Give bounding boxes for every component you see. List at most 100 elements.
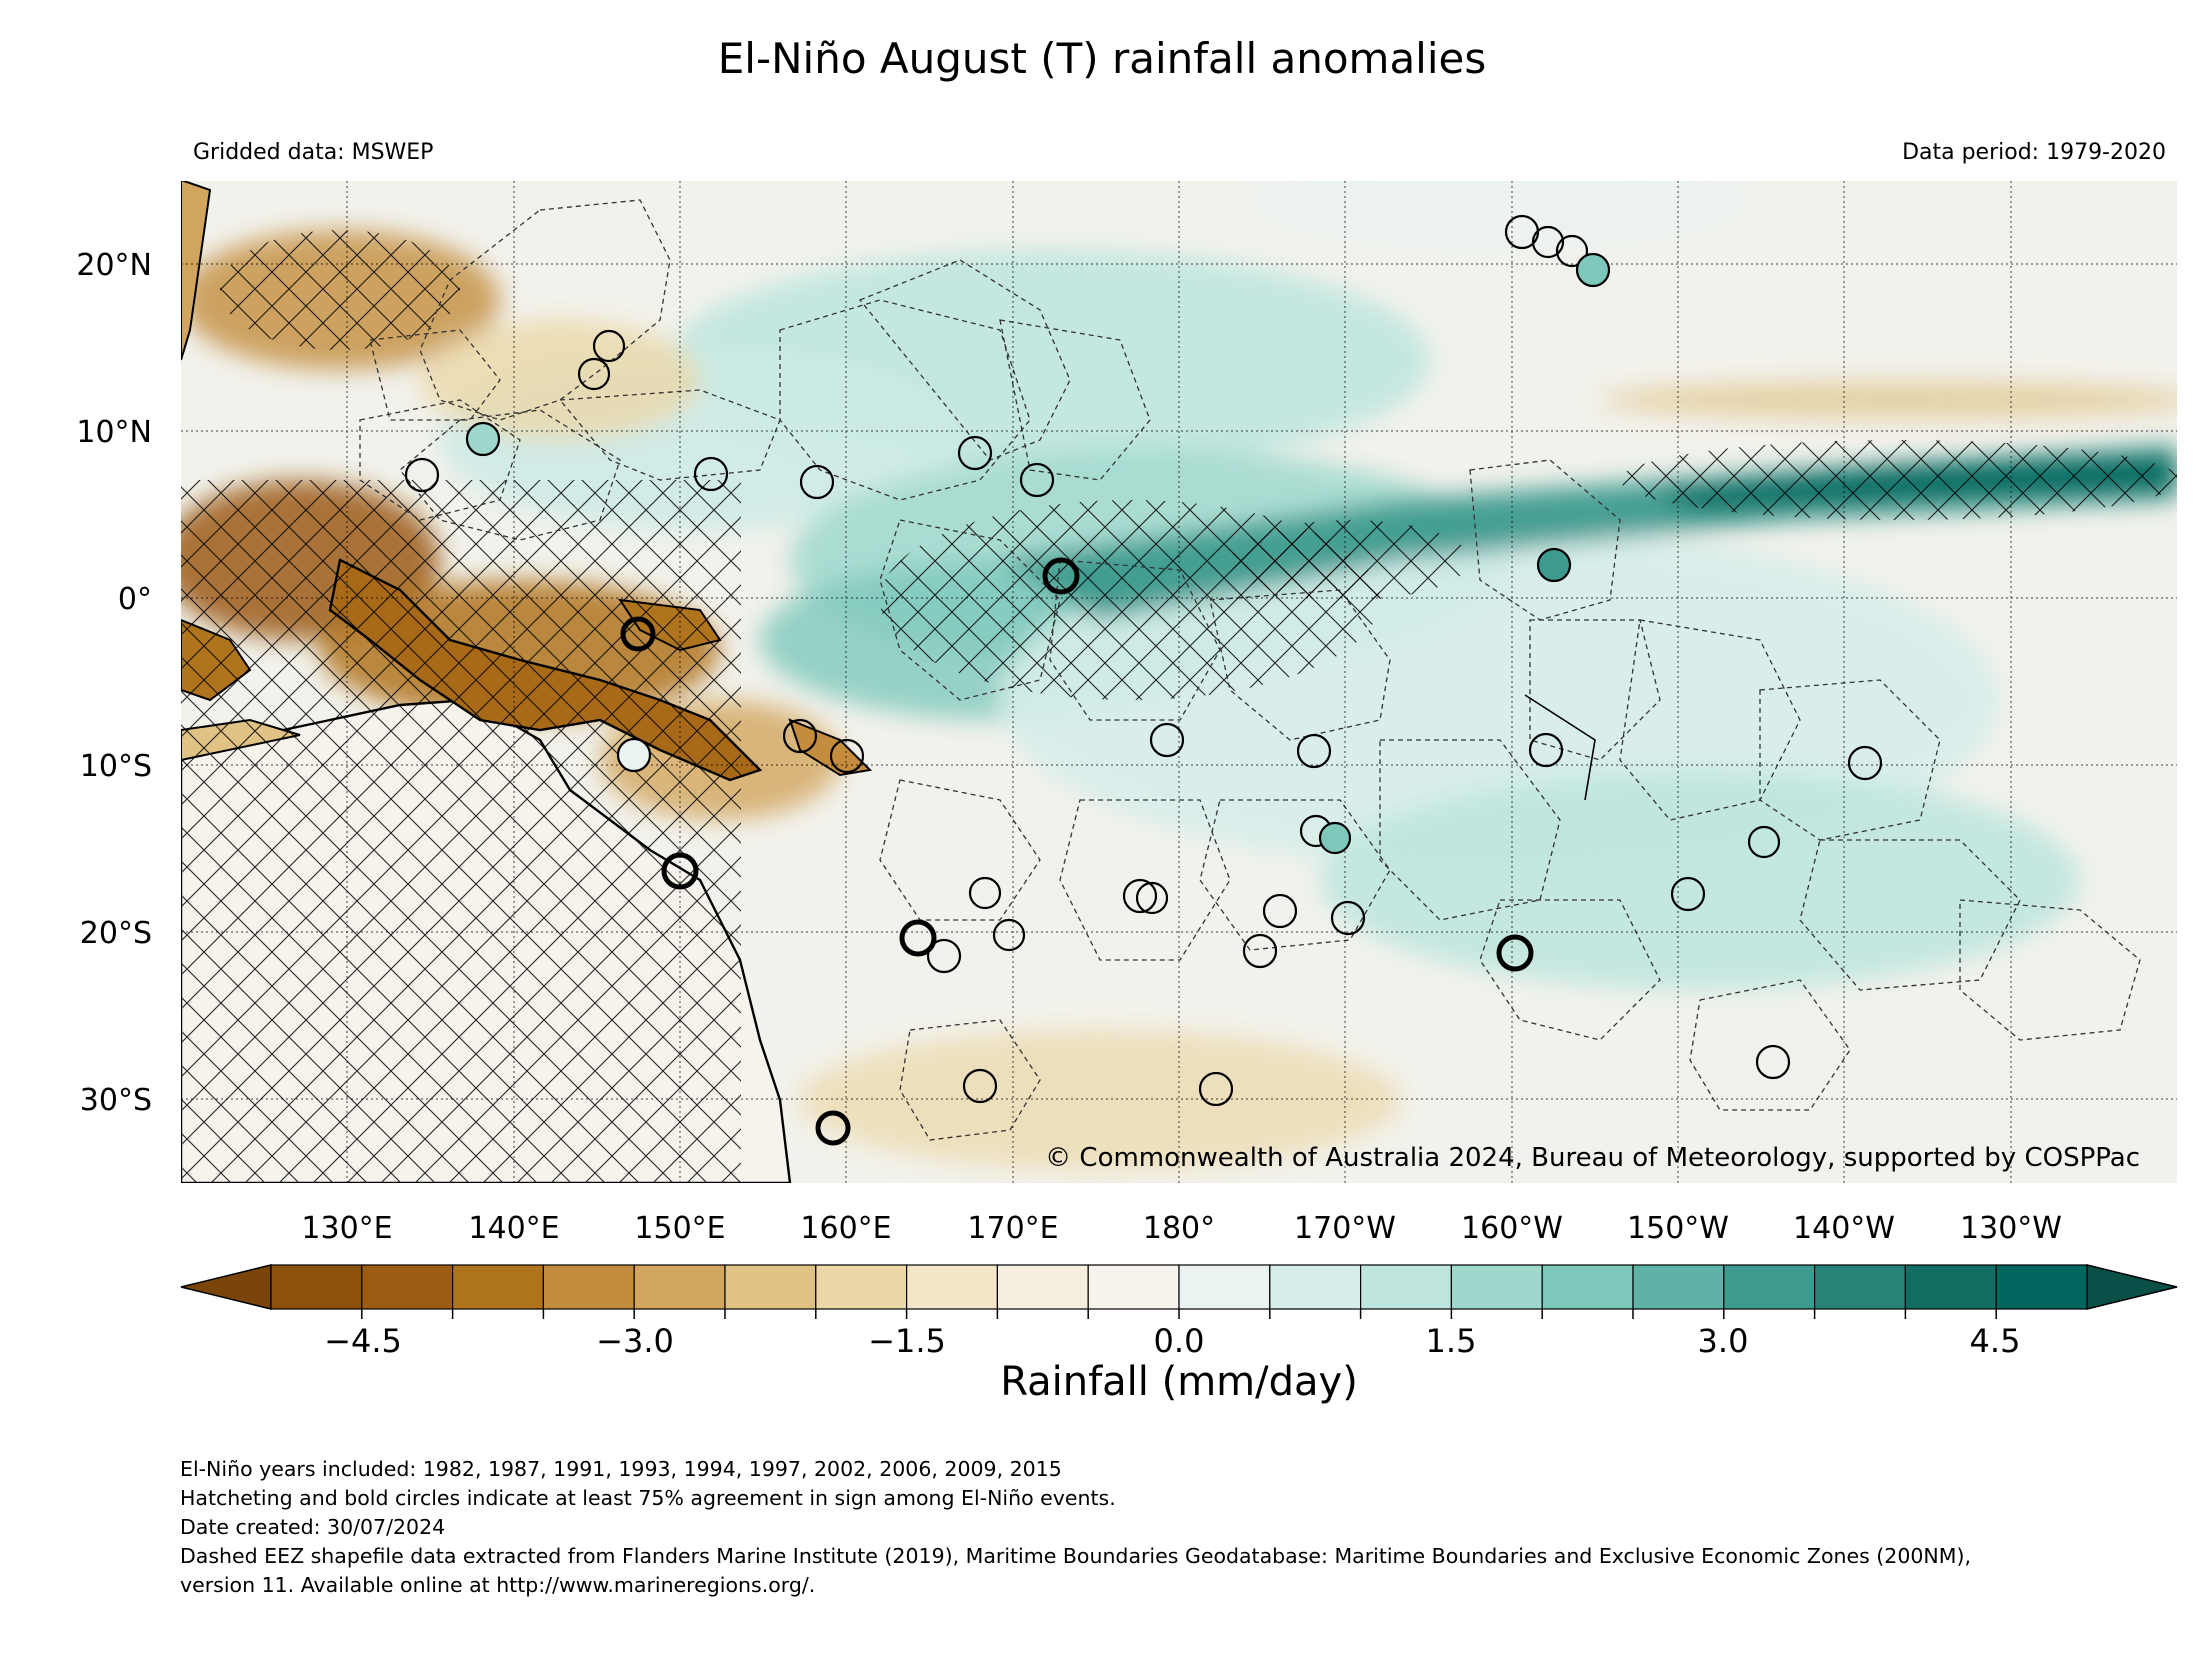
island-circle bbox=[962, 1068, 998, 1104]
island-circle bbox=[1318, 821, 1352, 855]
island-circle bbox=[1019, 462, 1055, 498]
lon-label: 130°W bbox=[1960, 1211, 2062, 1246]
lon-label: 180° bbox=[1143, 1211, 1215, 1246]
colorbar-tick-labels: −4.5 −3.0 −1.5 0.0 1.5 3.0 4.5 bbox=[324, 1322, 2020, 1360]
footer-line: Date created: 30/07/2024 bbox=[180, 1515, 446, 1539]
colorbar-swatch bbox=[452, 1264, 545, 1310]
colorbar-tick-label: 1.5 bbox=[1426, 1322, 1477, 1360]
colorbar-swatch bbox=[1723, 1264, 1816, 1310]
colorbar-swatch bbox=[1359, 1264, 1452, 1310]
colorbar-tick-label: 3.0 bbox=[1698, 1322, 1749, 1360]
island-circle bbox=[968, 876, 1002, 910]
island-circle bbox=[1575, 252, 1611, 288]
lon-label: 160°W bbox=[1461, 1211, 1563, 1246]
colorbar-swatch bbox=[815, 1264, 908, 1310]
island-circle bbox=[1135, 881, 1169, 915]
island-circle bbox=[1847, 745, 1883, 781]
colorbar-swatch bbox=[270, 1264, 363, 1310]
agreement-hatching bbox=[181, 230, 2177, 1183]
colorbar-swatch bbox=[1087, 1264, 1180, 1310]
colorbar-swatch bbox=[724, 1264, 817, 1310]
island-circle bbox=[693, 456, 729, 492]
longitude-labels: 130°E 140°E 150°E 160°E 170°E 180° 170°W… bbox=[301, 1211, 2062, 1246]
colorbar-tick-label: 0.0 bbox=[1154, 1322, 1205, 1360]
island-circle bbox=[815, 1110, 851, 1146]
island-circle bbox=[592, 329, 626, 363]
lat-label: 20°N bbox=[76, 248, 152, 283]
copyright-notice: © Commonwealth of Australia 2024, Bureau… bbox=[1045, 1143, 2140, 1173]
colorbar-swatch bbox=[1178, 1264, 1271, 1310]
colorbar-extend-high bbox=[2086, 1264, 2178, 1310]
island-circle bbox=[1242, 933, 1278, 969]
colorbar-swatch bbox=[361, 1264, 454, 1310]
colorbar-swatch bbox=[633, 1264, 726, 1310]
lon-label: 150°E bbox=[634, 1211, 725, 1246]
lat-label: 10°S bbox=[80, 749, 152, 784]
colorbar-swatch bbox=[542, 1264, 635, 1310]
solomon-islands-landmass bbox=[788, 718, 873, 777]
lat-label: 30°S bbox=[80, 1083, 152, 1118]
lat-label: 20°S bbox=[80, 916, 152, 951]
colorbar-swatch bbox=[1904, 1264, 1997, 1310]
island-circle bbox=[1330, 900, 1366, 936]
lon-label: 170°E bbox=[967, 1211, 1058, 1246]
island-circle bbox=[992, 918, 1026, 952]
data-period-label: Data period: 1979-2020 bbox=[1902, 140, 2166, 165]
island-circle bbox=[899, 919, 937, 957]
colorbar-swatch bbox=[905, 1264, 998, 1310]
colorbar bbox=[180, 1264, 2178, 1319]
island-circle bbox=[926, 938, 962, 974]
colorbar-tick-label: −3.0 bbox=[596, 1322, 674, 1360]
lon-label: 130°E bbox=[301, 1211, 392, 1246]
island-circle bbox=[1536, 547, 1572, 583]
island-circle bbox=[1042, 557, 1080, 595]
colorbar-swatch bbox=[1813, 1264, 1906, 1310]
page-title: El-Niño August (T) rainfall anomalies bbox=[717, 34, 1487, 83]
gridded-data-label: Gridded data: MSWEP bbox=[193, 140, 434, 165]
island-circle bbox=[1528, 732, 1564, 768]
colorbar-swatch bbox=[1995, 1264, 2088, 1310]
boundary-line bbox=[1524, 694, 1596, 801]
island-circle bbox=[661, 852, 699, 890]
gridlines bbox=[181, 181, 2177, 1183]
island-circle bbox=[1670, 876, 1706, 912]
colorbar-extend-low bbox=[180, 1264, 272, 1310]
island-circle bbox=[829, 738, 865, 774]
island-circle bbox=[799, 464, 835, 500]
island-circle bbox=[1149, 722, 1185, 758]
island-circle bbox=[782, 718, 818, 754]
latitude-labels: 20°N 10°N 0° 10°S 20°S 30°S bbox=[76, 248, 152, 1118]
lon-label: 150°W bbox=[1627, 1211, 1729, 1246]
island-circle bbox=[1531, 225, 1565, 259]
island-circle bbox=[1496, 934, 1534, 972]
island-circle bbox=[1262, 893, 1298, 929]
lon-label: 140°W bbox=[1793, 1211, 1895, 1246]
colorbar-swatch bbox=[1269, 1264, 1362, 1310]
island-circle bbox=[1296, 733, 1332, 769]
island-markers bbox=[404, 214, 1883, 1146]
island-circle bbox=[1198, 1071, 1234, 1107]
map-area bbox=[181, 181, 2177, 1183]
island-circle bbox=[1555, 234, 1589, 268]
island-circle bbox=[616, 737, 652, 773]
colorbar-swatch bbox=[996, 1264, 1089, 1310]
lat-label: 0° bbox=[118, 582, 152, 617]
colorbar-swatch bbox=[1632, 1264, 1725, 1310]
island-circle bbox=[1755, 1044, 1791, 1080]
footer-notes: El-Niño years included: 1982, 1987, 1991… bbox=[180, 1455, 1971, 1600]
island-circle bbox=[1747, 825, 1781, 859]
colorbar-tick-label: −4.5 bbox=[324, 1322, 402, 1360]
island-circle bbox=[465, 421, 501, 457]
footer-line: Hatcheting and bold circles indicate at … bbox=[180, 1486, 1116, 1510]
lon-label: 170°W bbox=[1294, 1211, 1396, 1246]
colorbar-swatch bbox=[1450, 1264, 1543, 1310]
island-circle bbox=[957, 435, 993, 471]
colorbar-tick-label: −1.5 bbox=[868, 1322, 946, 1360]
island-circle bbox=[620, 616, 656, 652]
footer-line: El-Niño years included: 1982, 1987, 1991… bbox=[180, 1457, 1062, 1481]
colorbar-label: Rainfall (mm/day) bbox=[1000, 1359, 1358, 1405]
colorbar-tick-label: 4.5 bbox=[1970, 1322, 2021, 1360]
eez-boundaries bbox=[359, 199, 2141, 1141]
lat-label: 10°N bbox=[76, 415, 152, 450]
